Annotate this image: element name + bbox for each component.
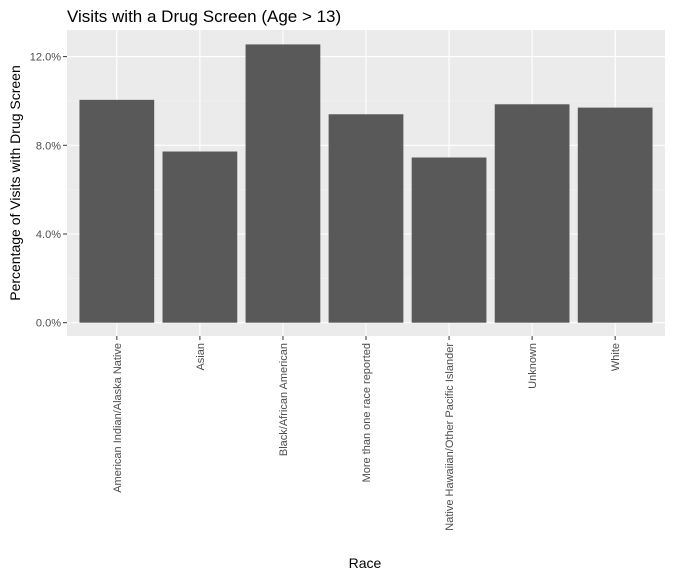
x-tick-label: White bbox=[610, 343, 622, 371]
x-tick-label: Asian bbox=[195, 343, 207, 371]
y-tick-label: 0.0% bbox=[36, 318, 61, 330]
bar bbox=[162, 151, 238, 323]
bar bbox=[494, 104, 570, 323]
y-axis-title: Percentage of Visits with Drug Screen bbox=[7, 65, 23, 301]
bar bbox=[79, 99, 155, 323]
x-tick-label: Native Hawaiian/Other Pacific Islander bbox=[444, 343, 456, 531]
x-tick-label: Unknown bbox=[527, 343, 539, 389]
y-tick-label: 12.0% bbox=[30, 52, 61, 64]
y-tick-label: 8.0% bbox=[36, 140, 61, 152]
x-tick-label: More than one race reported bbox=[361, 343, 373, 482]
x-tick-label: American Indian/Alaska Native bbox=[112, 343, 124, 493]
bar bbox=[328, 114, 404, 323]
bar bbox=[411, 157, 487, 323]
x-tick-label: Black/African American bbox=[278, 343, 290, 456]
y-axis: 0.0% 4.0% 8.0% 12.0% bbox=[30, 52, 67, 330]
x-axis: American Indian/Alaska Native Asian Black/… bbox=[112, 336, 622, 531]
chart-title: Visits with a Drug Screen (Age > 13) bbox=[67, 7, 341, 26]
bars bbox=[79, 44, 653, 323]
bar bbox=[577, 107, 653, 323]
bar bbox=[245, 44, 321, 323]
y-tick-label: 4.0% bbox=[36, 229, 61, 241]
x-axis-title: Race bbox=[349, 555, 382, 571]
